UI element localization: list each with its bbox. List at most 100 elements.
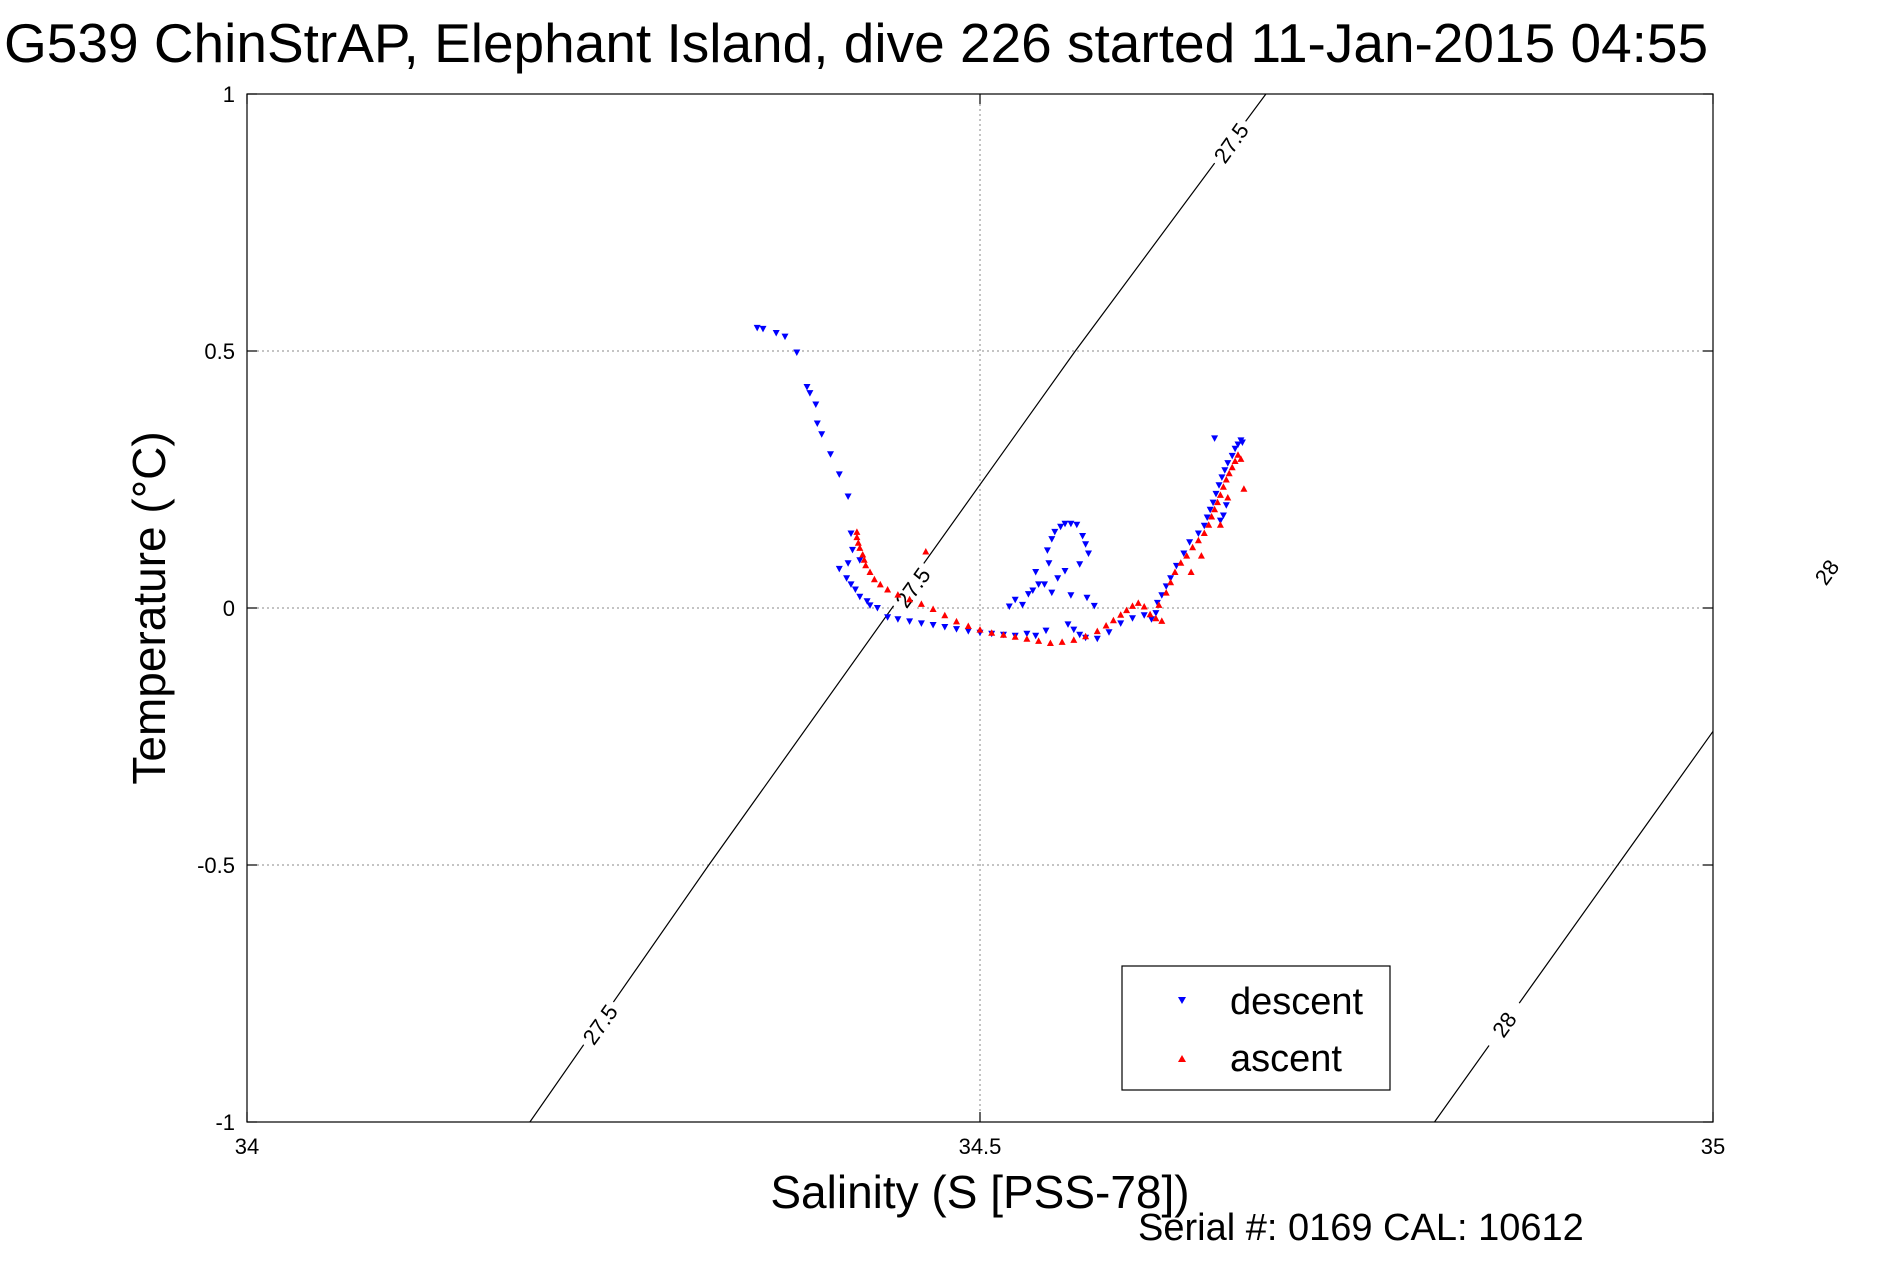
- descent-point: [1238, 439, 1246, 446]
- y-axis-label: Temperature (°C): [123, 431, 175, 784]
- descent-point: [1032, 632, 1040, 640]
- descent-point: [843, 575, 851, 582]
- y-tick-label: 0: [223, 596, 235, 621]
- descent-point: [856, 593, 864, 601]
- descent-point: [835, 471, 843, 478]
- descent-point: [1140, 612, 1148, 619]
- ascent-point: [1123, 606, 1131, 614]
- ascent-point: [1070, 636, 1078, 643]
- isopycnal-label-bg: [1478, 995, 1530, 1054]
- descent-point: [917, 620, 925, 627]
- ascent-point: [1155, 601, 1163, 608]
- descent-point: [1209, 499, 1217, 507]
- descent-point: [1048, 589, 1056, 597]
- descent-point: [1061, 520, 1069, 528]
- descent-point: [964, 628, 972, 635]
- y-tick-label: 0.5: [204, 339, 235, 364]
- descent-point: [1222, 502, 1230, 509]
- x-axis-ticks: 34 34.5 35: [235, 94, 1725, 1159]
- descent-point: [1093, 635, 1101, 643]
- ascent-point: [1140, 603, 1148, 610]
- descent-point: [1042, 627, 1050, 635]
- ascent-point: [876, 580, 884, 588]
- descent-point: [851, 586, 859, 593]
- ascent-point: [853, 528, 861, 535]
- x-tick-label: 34: [235, 1134, 259, 1159]
- descent-point: [1073, 521, 1081, 529]
- isopycnal-line: [529, 94, 1267, 1122]
- legend-descent-marker: [1178, 997, 1186, 1004]
- legend-descent-label: descent: [1230, 981, 1364, 1023]
- ascent-point: [1222, 476, 1230, 483]
- descent-point: [1216, 517, 1224, 525]
- descent-point: [1011, 596, 1019, 604]
- ascent-point: [906, 595, 914, 603]
- descent-point: [941, 624, 949, 631]
- descent-point: [953, 626, 960, 633]
- descent-point: [1203, 514, 1211, 521]
- ascent-point: [1216, 521, 1224, 528]
- descent-point: [1212, 490, 1220, 498]
- ascent-point: [1228, 463, 1236, 471]
- ascent-point: [884, 586, 892, 593]
- x-tick-label: 34.5: [959, 1134, 1002, 1159]
- ascent-point: [1158, 617, 1166, 624]
- descent-point: [1076, 631, 1084, 639]
- descent-point: [1048, 536, 1056, 543]
- ascent-point: [1134, 599, 1142, 606]
- ascent-point: [1023, 635, 1031, 642]
- x-axis-label: Salinity (S [PSS-78]): [770, 1166, 1189, 1218]
- descent-point: [793, 349, 801, 356]
- ascent-point: [917, 600, 925, 607]
- y-tick-label: -1: [215, 1110, 235, 1135]
- ascent-point: [929, 605, 937, 612]
- descent-point: [1024, 591, 1032, 598]
- ascent-point: [1035, 637, 1043, 644]
- grid-lines: [247, 94, 1713, 1122]
- descent-point: [906, 618, 914, 625]
- descent-point: [873, 605, 881, 612]
- descent-point: [929, 622, 937, 629]
- serial-cal-footer: Serial #: 0169 CAL: 10612: [1138, 1207, 1584, 1249]
- descent-point: [1211, 435, 1219, 442]
- descent-point: [1045, 560, 1053, 567]
- descent-point: [1082, 541, 1090, 548]
- descent-point: [847, 581, 855, 588]
- ascent-point: [922, 548, 930, 555]
- descent-point: [1085, 550, 1092, 557]
- ascent-point: [1224, 494, 1232, 501]
- ascent-point: [1102, 622, 1110, 629]
- x-tick-label: 35: [1701, 1134, 1725, 1159]
- descent-point: [1054, 575, 1062, 582]
- ascent-point: [1011, 633, 1019, 640]
- ascent-point: [1200, 529, 1208, 536]
- descent-point: [1043, 547, 1051, 554]
- descent-point: [1206, 506, 1214, 514]
- descent-point: [1221, 467, 1229, 474]
- descent-point: [844, 493, 852, 500]
- descent-point: [806, 390, 814, 397]
- descent-point: [894, 616, 902, 623]
- ascent-point: [1152, 614, 1160, 622]
- descent-point: [1194, 530, 1202, 537]
- descent-point: [1023, 630, 1031, 638]
- descent-point: [847, 530, 855, 537]
- ascent-point: [1187, 568, 1195, 575]
- descent-point: [772, 330, 780, 337]
- descent-point: [1032, 569, 1040, 576]
- ascent-point: [1219, 483, 1227, 490]
- ascent-point: [1189, 543, 1197, 551]
- descent-point: [818, 431, 826, 438]
- descent-point: [1079, 533, 1087, 540]
- ascent-point: [860, 556, 868, 563]
- descent-point: [1158, 592, 1166, 599]
- descent-point: [813, 420, 821, 427]
- isopycnal-label-bg: [886, 558, 939, 617]
- descent-point: [863, 598, 871, 605]
- descent-point: [781, 333, 789, 341]
- isopycnal-line: [1434, 730, 1713, 1122]
- ascent-point: [953, 617, 960, 625]
- isopycnal-label-bg: [1800, 543, 1853, 601]
- ascent-point: [894, 591, 902, 598]
